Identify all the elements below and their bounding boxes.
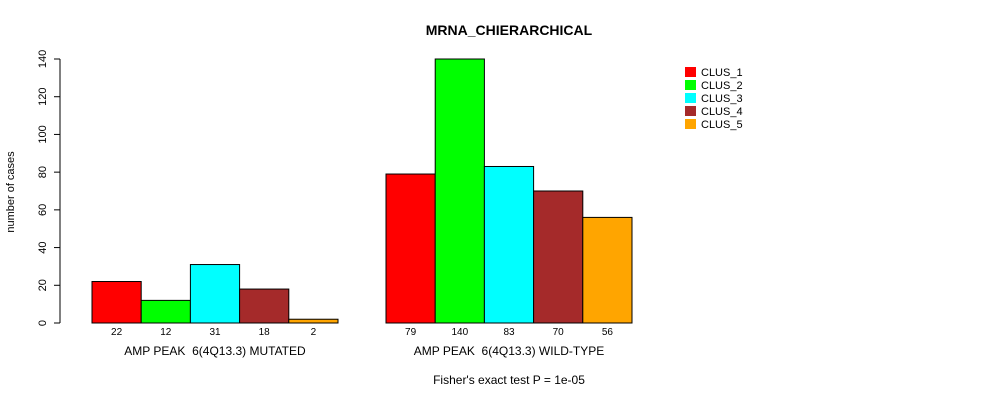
group-label: AMP PEAK 6(4Q13.3) MUTATED xyxy=(124,344,306,358)
y-tick-label: 20 xyxy=(37,279,49,291)
legend-swatch xyxy=(685,106,696,116)
bar-clus-5 xyxy=(288,318,339,324)
bar-clus-5 xyxy=(582,216,633,324)
y-axis-label: number of cases xyxy=(5,151,17,233)
bar-clus-2 xyxy=(140,299,191,324)
legend-label: CLUS_3 xyxy=(701,93,743,105)
legend-swatch xyxy=(685,119,696,129)
fisher-test-footnote: Fisher's exact test P = 1e-05 xyxy=(433,373,585,387)
bar-value-label: 12 xyxy=(160,327,172,338)
bar-clus-4 xyxy=(533,190,584,324)
y-tick-label: 60 xyxy=(37,204,49,216)
bar-value-label: 31 xyxy=(209,327,221,338)
bar-clus-3 xyxy=(189,264,241,324)
bar-clus-3 xyxy=(483,165,535,324)
y-tick-label: 40 xyxy=(37,241,49,253)
bar-value-label: 2 xyxy=(311,327,317,338)
y-tick-label: 140 xyxy=(37,50,49,68)
bar-value-label: 79 xyxy=(405,327,417,338)
legend-label: CLUS_4 xyxy=(701,106,743,118)
bar-clus-2 xyxy=(434,58,485,324)
bar-clus-1 xyxy=(385,173,436,324)
chart-title: MRNA_CHIERARCHICAL xyxy=(426,22,593,38)
bar-value-label: 56 xyxy=(602,327,614,338)
bars xyxy=(91,58,633,324)
legend-label: CLUS_2 xyxy=(701,80,743,92)
bar-clus-4 xyxy=(239,288,290,324)
y-tick-label: 100 xyxy=(37,125,49,143)
legend-label: CLUS_5 xyxy=(701,119,743,131)
group-label: AMP PEAK 6(4Q13.3) WILD-TYPE xyxy=(414,344,605,358)
bar-value-label: 18 xyxy=(259,327,271,338)
y-axis: 0 20 40 60 80 100 120 140 xyxy=(37,50,61,326)
legend-swatch xyxy=(685,67,696,77)
group-labels: AMP PEAK 6(4Q13.3) MUTATED AMP PEAK 6(4Q1… xyxy=(124,344,604,358)
value-labels: 22 12 31 18 2 79 140 83 70 56 xyxy=(111,327,613,338)
bar-value-label: 22 xyxy=(111,327,123,338)
bar-value-label: 83 xyxy=(503,327,515,338)
bar-value-label: 70 xyxy=(553,327,565,338)
y-tick-label: 80 xyxy=(37,166,49,178)
legend-swatch xyxy=(685,80,696,90)
y-tick-label: 0 xyxy=(37,320,49,326)
legend-label: CLUS_1 xyxy=(701,67,743,79)
bar-clus-1 xyxy=(91,281,142,324)
legend-swatch xyxy=(685,93,696,103)
y-tick-label: 120 xyxy=(37,88,49,106)
bar-value-label: 140 xyxy=(451,327,468,338)
